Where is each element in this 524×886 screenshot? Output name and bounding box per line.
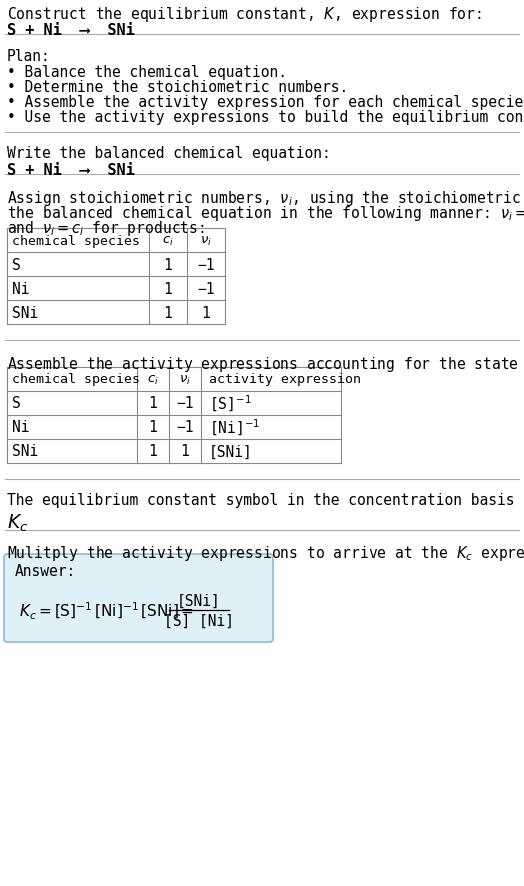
Text: Plan:: Plan:: [7, 49, 51, 64]
Text: S: S: [12, 257, 21, 272]
Text: $\nu_i$: $\nu_i$: [179, 373, 191, 386]
Text: • Determine the stoichiometric numbers.: • Determine the stoichiometric numbers.: [7, 80, 348, 95]
Text: [SNi]: [SNi]: [177, 593, 221, 608]
Text: • Assemble the activity expression for each chemical species.: • Assemble the activity expression for e…: [7, 95, 524, 110]
Text: Write the balanced chemical equation:: Write the balanced chemical equation:: [7, 146, 331, 161]
Text: 1: 1: [163, 257, 172, 272]
Text: 1: 1: [202, 305, 210, 320]
Text: The equilibrium constant symbol in the concentration basis is:: The equilibrium constant symbol in the c…: [7, 493, 524, 508]
Text: SNi: SNi: [12, 444, 38, 459]
Text: [S] [Ni]: [S] [Ni]: [164, 613, 234, 628]
Text: −1: −1: [176, 396, 194, 411]
Text: $K_c$: $K_c$: [7, 512, 28, 533]
Text: $c_i$: $c_i$: [162, 234, 174, 247]
Text: 1: 1: [163, 305, 172, 320]
Text: [SNi]: [SNi]: [209, 444, 253, 459]
Text: −1: −1: [197, 281, 215, 296]
Text: S + Ni  ⟶  SNi: S + Ni ⟶ SNi: [7, 163, 135, 178]
Text: • Balance the chemical equation.: • Balance the chemical equation.: [7, 65, 287, 80]
Text: S: S: [12, 396, 21, 411]
Text: and $\nu_i = c_i$ for products:: and $\nu_i = c_i$ for products:: [7, 219, 205, 237]
Text: Ni: Ni: [12, 420, 29, 435]
Text: Ni: Ni: [12, 281, 29, 296]
Text: activity expression: activity expression: [209, 373, 361, 386]
Text: −1: −1: [197, 257, 215, 272]
Text: chemical species: chemical species: [12, 373, 140, 386]
Text: $\nu_i$: $\nu_i$: [200, 234, 212, 247]
Text: chemical species: chemical species: [12, 234, 140, 247]
FancyBboxPatch shape: [4, 555, 273, 642]
Text: Assign stoichiometric numbers, $\nu_i$, using the stoichiometric coefficients, $: Assign stoichiometric numbers, $\nu_i$, …: [7, 189, 524, 207]
Text: the balanced chemical equation in the following manner: $\nu_i = -c_i$ for react: the balanced chemical equation in the fo…: [7, 204, 524, 222]
Text: 1: 1: [149, 396, 157, 411]
Text: S + Ni  ⟶  SNi: S + Ni ⟶ SNi: [7, 23, 135, 38]
Text: $K_c = [\mathrm{S}]^{-1}\,[\mathrm{Ni}]^{-1}\,[\mathrm{SNi}] = $: $K_c = [\mathrm{S}]^{-1}\,[\mathrm{Ni}]^…: [19, 600, 194, 621]
Text: Construct the equilibrium constant, $K$, expression for:: Construct the equilibrium constant, $K$,…: [7, 5, 482, 24]
Text: 1: 1: [149, 420, 157, 435]
Text: Answer:: Answer:: [15, 563, 77, 579]
Text: 1: 1: [149, 444, 157, 459]
Text: • Use the activity expressions to build the equilibrium constant expression.: • Use the activity expressions to build …: [7, 110, 524, 125]
Text: $c_i$: $c_i$: [147, 373, 159, 386]
Text: SNi: SNi: [12, 305, 38, 320]
Text: [Ni]$^{-1}$: [Ni]$^{-1}$: [209, 417, 260, 438]
Text: Mulitply the activity expressions to arrive at the $K_c$ expression:: Mulitply the activity expressions to arr…: [7, 543, 524, 563]
Text: [S]$^{-1}$: [S]$^{-1}$: [209, 393, 252, 414]
Text: 1: 1: [163, 281, 172, 296]
Text: −1: −1: [176, 420, 194, 435]
Text: Assemble the activity expressions accounting for the state of matter and $\nu_i$: Assemble the activity expressions accoun…: [7, 354, 524, 374]
Text: 1: 1: [181, 444, 189, 459]
